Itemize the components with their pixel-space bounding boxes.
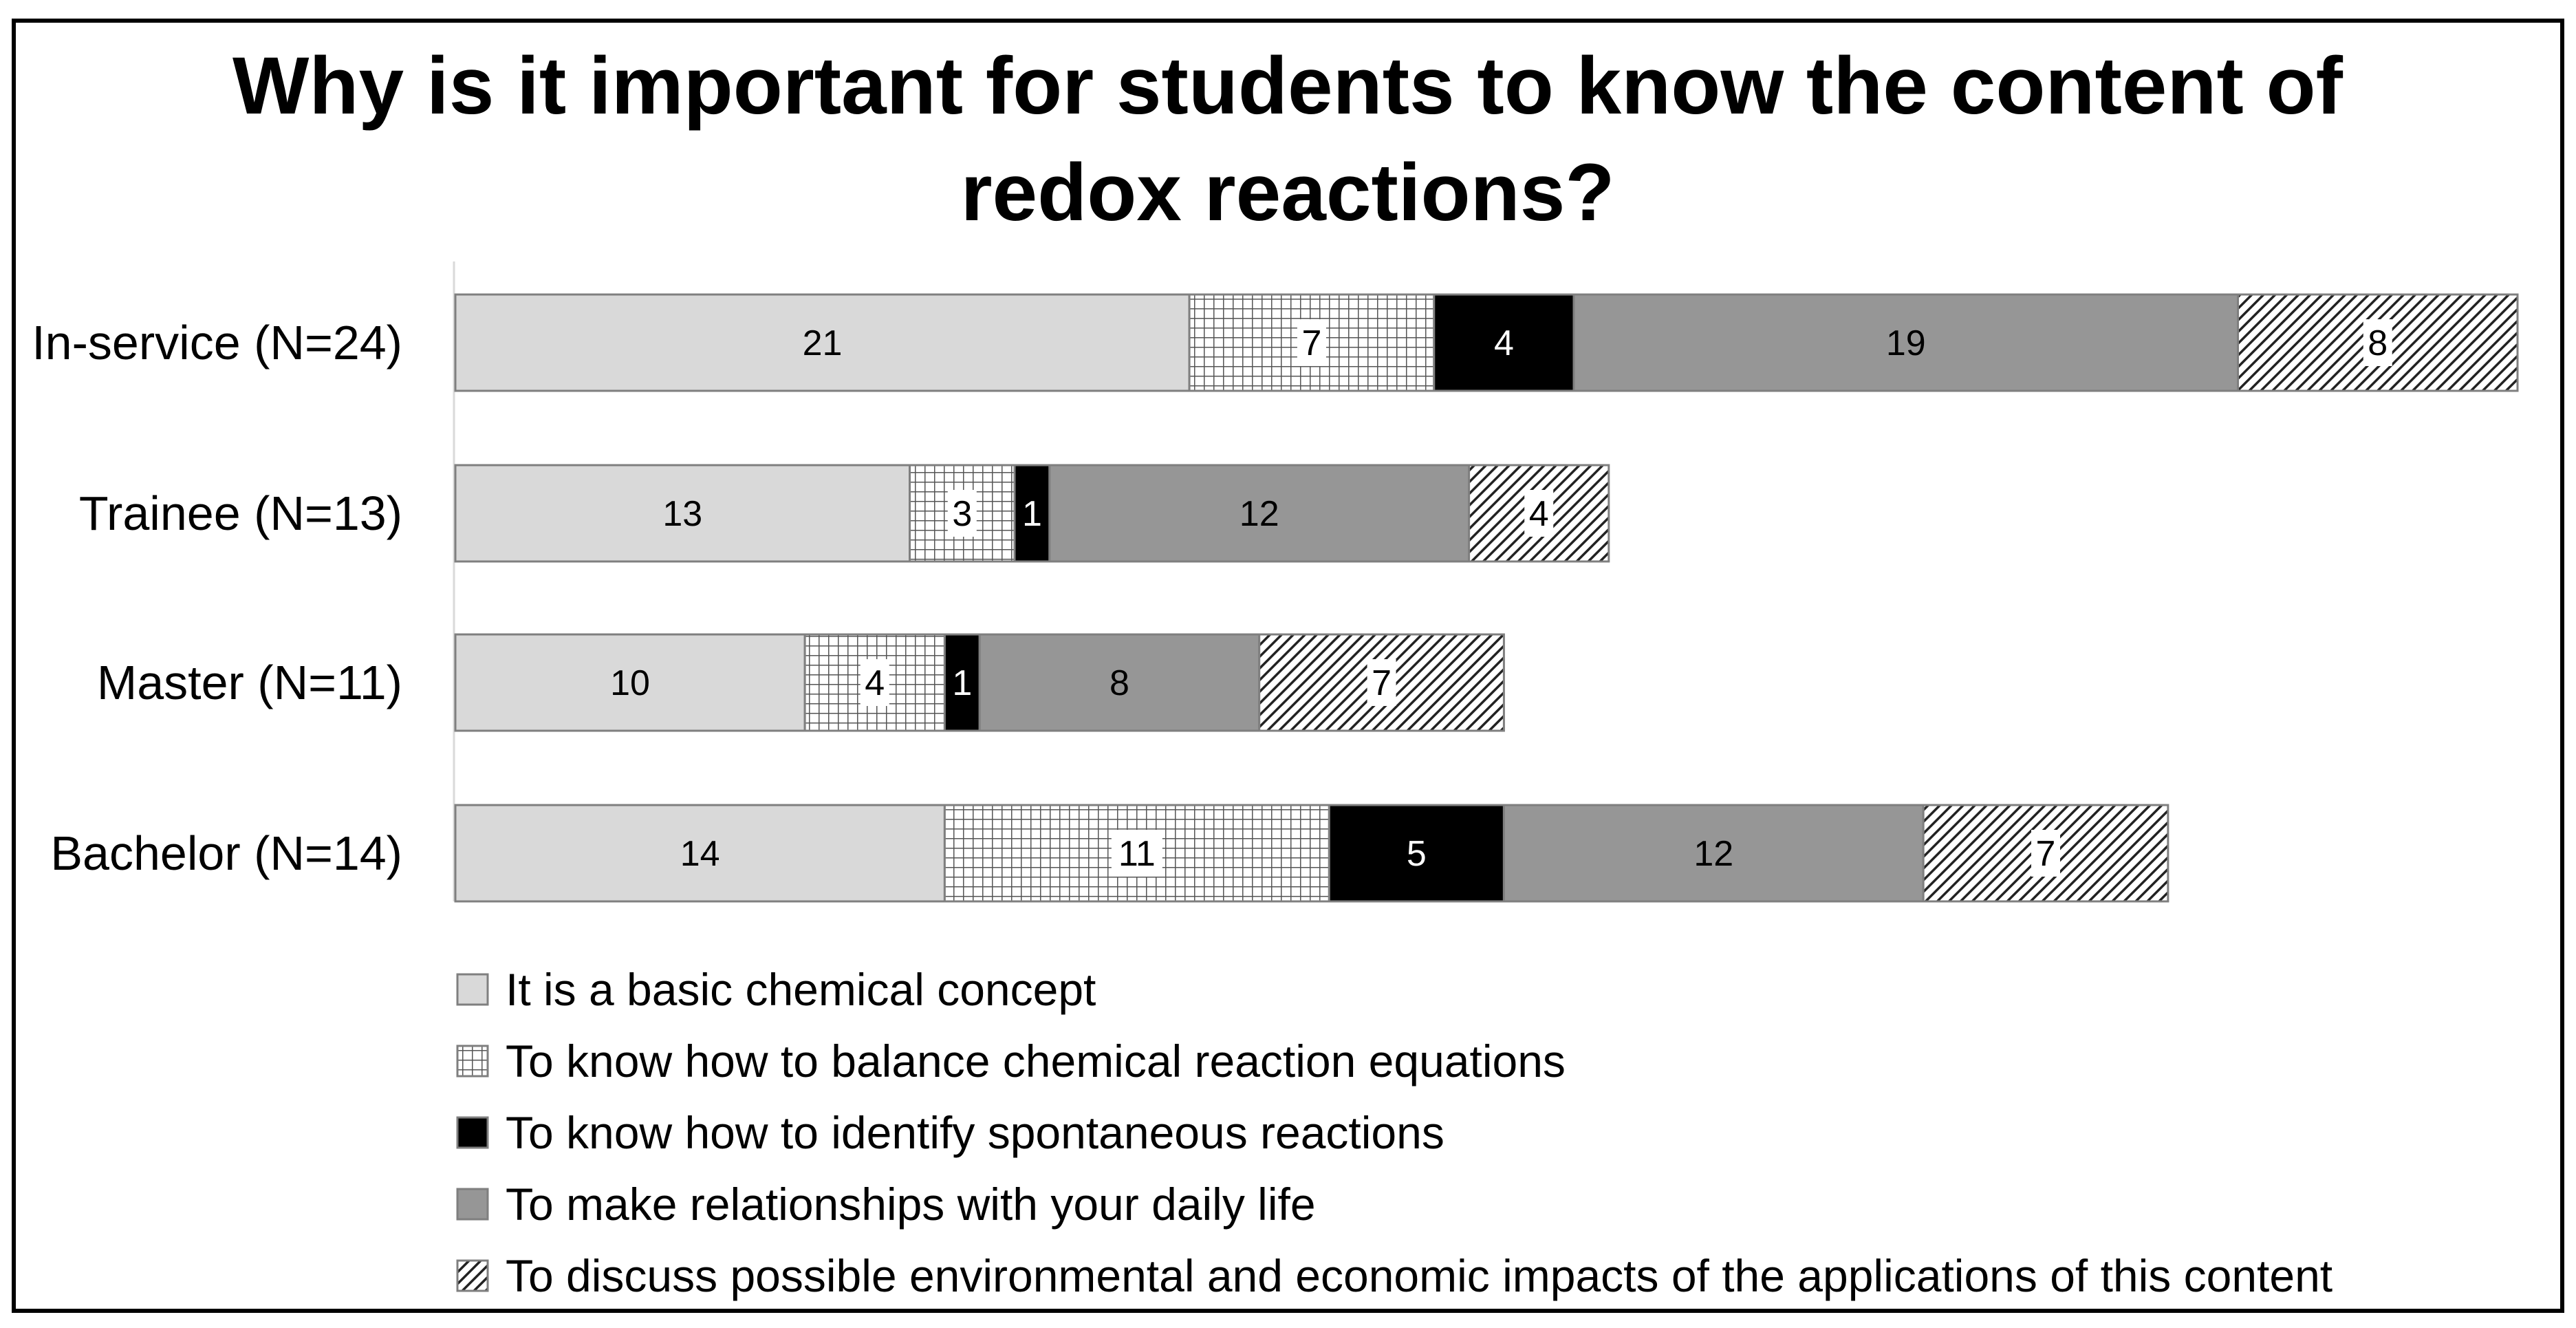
legend-swatch <box>456 973 489 1006</box>
data-label: 1 <box>1022 494 1042 534</box>
category-label: In-service (N=24) <box>32 316 402 370</box>
legend-label: To discuss possible environmental and ec… <box>506 1250 2333 1301</box>
data-label-background <box>947 490 977 537</box>
data-label: 4 <box>1529 494 1549 534</box>
data-label: 7 <box>1372 663 1392 703</box>
data-label-background <box>860 659 889 706</box>
data-label-background <box>1111 830 1162 877</box>
data-label: 12 <box>1693 834 1733 874</box>
data-label-background <box>2363 319 2392 366</box>
legend-swatch <box>456 1259 489 1292</box>
data-label-background <box>1524 490 1554 537</box>
legend-swatch <box>456 1188 489 1221</box>
data-label-background <box>1367 659 1396 706</box>
data-label-background <box>2031 830 2061 877</box>
bar-segment <box>1502 804 1925 903</box>
bar-segment <box>454 464 911 563</box>
data-label: 8 <box>2368 323 2388 363</box>
data-label: 8 <box>1110 663 1129 703</box>
data-label: 11 <box>1118 834 1156 874</box>
bar-segment <box>454 633 806 732</box>
data-label: 12 <box>1240 494 1279 534</box>
legend-label: To know how to identify spontaneous reac… <box>506 1107 1444 1158</box>
data-label: 19 <box>1886 323 1926 363</box>
category-label: Trainee (N=13) <box>79 486 402 540</box>
data-label: 3 <box>952 494 972 534</box>
legend-label: It is a basic chemical concept <box>506 964 1096 1015</box>
data-label: 7 <box>2036 834 2056 874</box>
data-label: 21 <box>803 323 843 363</box>
data-label: 10 <box>610 663 650 703</box>
bar-segment <box>1013 464 1051 563</box>
legend-swatch <box>456 1116 489 1149</box>
data-label: 14 <box>680 834 720 874</box>
category-labels: In-service (N=24) Trainee (N=13) Master (N… <box>32 316 402 880</box>
data-label: 5 <box>1407 834 1427 874</box>
chart-title-line-1: Why is it important for students to know… <box>232 41 2344 131</box>
bar-segment <box>1048 464 1471 563</box>
data-label: 4 <box>865 663 885 703</box>
bar-segment <box>1433 293 1575 392</box>
bar-segment <box>1572 293 2239 392</box>
legend: It is a basic chemical concept To know ho… <box>456 964 2333 1301</box>
chart-title-line-2: redox reactions? <box>961 147 1615 238</box>
data-label: 7 <box>1301 323 1321 363</box>
legend-swatch <box>456 1045 489 1078</box>
legend-label: To make relationships with your daily li… <box>506 1179 1316 1230</box>
bar-segment <box>454 804 946 903</box>
data-label: 1 <box>952 663 972 703</box>
legend-label: To know how to balance chemical reaction… <box>506 1036 1566 1086</box>
data-label: 4 <box>1494 323 1514 363</box>
category-label: Bachelor (N=14) <box>50 826 402 880</box>
category-label: Master (N=11) <box>97 656 402 709</box>
bars-layer: 21 7 4 19 8 13 3 1 12 4 10 4 1 8 7 14 11 5 12 7 <box>454 293 2519 903</box>
data-label: 13 <box>662 494 702 534</box>
bar-segment <box>1328 804 1505 903</box>
bar-segment <box>454 293 1191 392</box>
data-label-background <box>1297 319 1326 366</box>
